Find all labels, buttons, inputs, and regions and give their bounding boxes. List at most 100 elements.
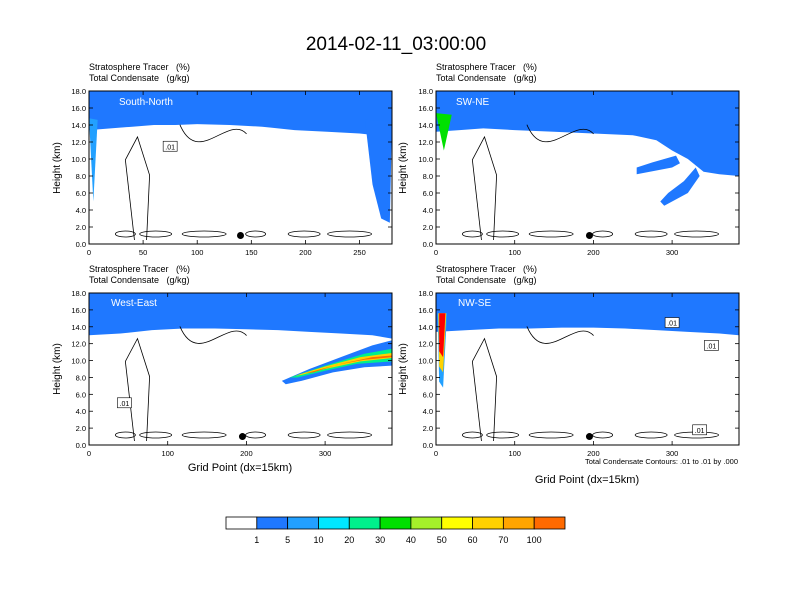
colorbar-label: 1 bbox=[254, 535, 259, 545]
y-tick-label: 14.0 bbox=[71, 121, 86, 130]
y-tick-label: 8.0 bbox=[423, 172, 433, 181]
panel-subtitle-contour: Total Condensate (g/kg) bbox=[89, 73, 190, 83]
x-tick-label: 300 bbox=[666, 248, 679, 257]
x-tick-label: 250 bbox=[353, 248, 366, 257]
x-tick-label: 100 bbox=[161, 449, 174, 458]
contour-label-box bbox=[704, 340, 719, 351]
low-cloud-contour bbox=[139, 230, 173, 238]
condensate-contours bbox=[461, 326, 719, 442]
tracer-blob bbox=[305, 355, 392, 374]
y-tick-label: 10.0 bbox=[71, 357, 86, 366]
y-tick-label: 14.0 bbox=[418, 323, 433, 332]
x-tick-label: 300 bbox=[666, 449, 679, 458]
panel-subtitle-fill: Stratosphere Tracer (%) bbox=[436, 264, 537, 274]
panel-subtitle-contour: Total Condensate (g/kg) bbox=[89, 275, 190, 285]
colorbar-bin bbox=[502, 516, 535, 530]
panel-label: South-North bbox=[119, 97, 173, 108]
x-axis-label: Grid Point (dx=15km) bbox=[535, 474, 639, 486]
x-tick-label: 50 bbox=[139, 248, 147, 257]
low-cloud-contour bbox=[245, 431, 267, 439]
panel-label: SW-NE bbox=[456, 97, 489, 108]
tracer-band bbox=[89, 293, 392, 339]
plot-fill bbox=[436, 91, 739, 244]
y-tick-label: 6.0 bbox=[423, 189, 433, 198]
x-tick-label: 0 bbox=[87, 248, 91, 257]
panel-west-east: Stratosphere Tracer (%) Total Condensate… bbox=[52, 264, 393, 474]
upper-cloud-contour bbox=[179, 326, 247, 344]
panel-subtitle-contour: Total Condensate (g/kg) bbox=[436, 275, 537, 285]
plot-fill bbox=[89, 91, 392, 244]
contour-label-box bbox=[117, 397, 132, 409]
x-tick-label: 100 bbox=[508, 449, 521, 458]
plot-frame bbox=[435, 292, 740, 446]
x-tick-label: 100 bbox=[508, 248, 521, 257]
plot-fill bbox=[89, 293, 392, 445]
plot-frame bbox=[88, 292, 393, 446]
low-cloud-contour bbox=[486, 431, 520, 439]
colorbar-bin bbox=[472, 516, 504, 530]
x-tick-label: 100 bbox=[191, 248, 204, 257]
y-tick-label: 12.0 bbox=[71, 340, 86, 349]
panel-south-north: Stratosphere Tracer (%) Total Condensate… bbox=[52, 62, 393, 257]
tracer-intrusion bbox=[89, 118, 98, 202]
colorbar-label: 30 bbox=[375, 535, 385, 545]
y-tick-label: 8.0 bbox=[76, 172, 86, 181]
footnote: Total Condensate Contours: .01 to .01 by… bbox=[585, 457, 738, 466]
colorbar-label: 20 bbox=[344, 535, 354, 545]
contour-label-box bbox=[664, 317, 680, 328]
x-tick-label: 200 bbox=[587, 449, 600, 458]
y-tick-label: 6.0 bbox=[76, 189, 86, 198]
plot-area: .01 0.0 2.0 4.0 6.0 8.0 10.0 12.0 14.0 16.0 18.0 0 5… bbox=[71, 87, 393, 257]
colorbar-label: 100 bbox=[527, 535, 542, 545]
upper-cloud-contour bbox=[526, 326, 594, 344]
contour-label: .01 bbox=[667, 321, 677, 328]
colorbar-label: 70 bbox=[498, 535, 508, 545]
y-axis-label: Height (km) bbox=[398, 343, 409, 395]
y-tick-label: 10.0 bbox=[418, 155, 433, 164]
plot-area: .01 .01 .01 0.0 2.0 4.0 6.0 8.0 10.0 12.0 14.0 16.0… bbox=[418, 289, 740, 458]
x-tick-label: 150 bbox=[245, 248, 258, 257]
low-cloud-contour bbox=[287, 431, 321, 439]
low-cloud-contour bbox=[181, 431, 227, 439]
location-marker bbox=[585, 433, 593, 441]
contour-label: .01 bbox=[165, 144, 175, 151]
location-marker bbox=[585, 232, 593, 239]
condensate-contours bbox=[114, 326, 372, 442]
y-tick-label: 4.0 bbox=[423, 206, 433, 215]
panel-label: NW-SE bbox=[458, 298, 491, 309]
deep-cloud-contour bbox=[471, 135, 498, 241]
x-tick-label: 0 bbox=[434, 248, 438, 257]
y-tick-label: 2.0 bbox=[423, 223, 433, 232]
panel-label: West-East bbox=[111, 298, 157, 309]
low-cloud-contour bbox=[592, 431, 614, 439]
deep-cloud-contour bbox=[124, 135, 151, 241]
low-cloud-contour bbox=[245, 230, 267, 238]
low-cloud-contour bbox=[114, 230, 136, 238]
low-cloud-contour bbox=[528, 230, 574, 238]
x-tick-label: 300 bbox=[319, 449, 332, 458]
y-tick-label: 18.0 bbox=[71, 289, 86, 298]
low-cloud-contour bbox=[592, 230, 614, 238]
y-tick-label: 0.0 bbox=[76, 441, 86, 450]
low-cloud-contour bbox=[139, 431, 173, 439]
panel-subtitle-fill: Stratosphere Tracer (%) bbox=[89, 264, 190, 274]
low-cloud-contour bbox=[461, 230, 483, 238]
tracer-blob bbox=[660, 167, 700, 206]
colorbar: 1 5 10 20 30 40 50 60 70 100 bbox=[225, 516, 566, 545]
y-tick-label: 6.0 bbox=[423, 390, 433, 399]
y-tick-label: 2.0 bbox=[76, 424, 86, 433]
low-cloud-contour bbox=[327, 230, 372, 238]
y-tick-label: 0.0 bbox=[423, 441, 433, 450]
y-tick-label: 16.0 bbox=[418, 104, 433, 113]
contour-label: .01 bbox=[120, 401, 130, 408]
y-tick-label: 8.0 bbox=[76, 373, 86, 382]
x-tick-label: 0 bbox=[87, 449, 91, 458]
panel-subtitle-fill: Stratosphere Tracer (%) bbox=[436, 62, 537, 72]
colorbar-bin bbox=[441, 516, 473, 530]
y-tick-label: 10.0 bbox=[71, 155, 86, 164]
x-tick-label: 200 bbox=[299, 248, 312, 257]
y-tick-label: 0.0 bbox=[423, 240, 433, 249]
colorbar-label: 50 bbox=[437, 535, 447, 545]
y-axis-label: Height (km) bbox=[52, 343, 63, 395]
